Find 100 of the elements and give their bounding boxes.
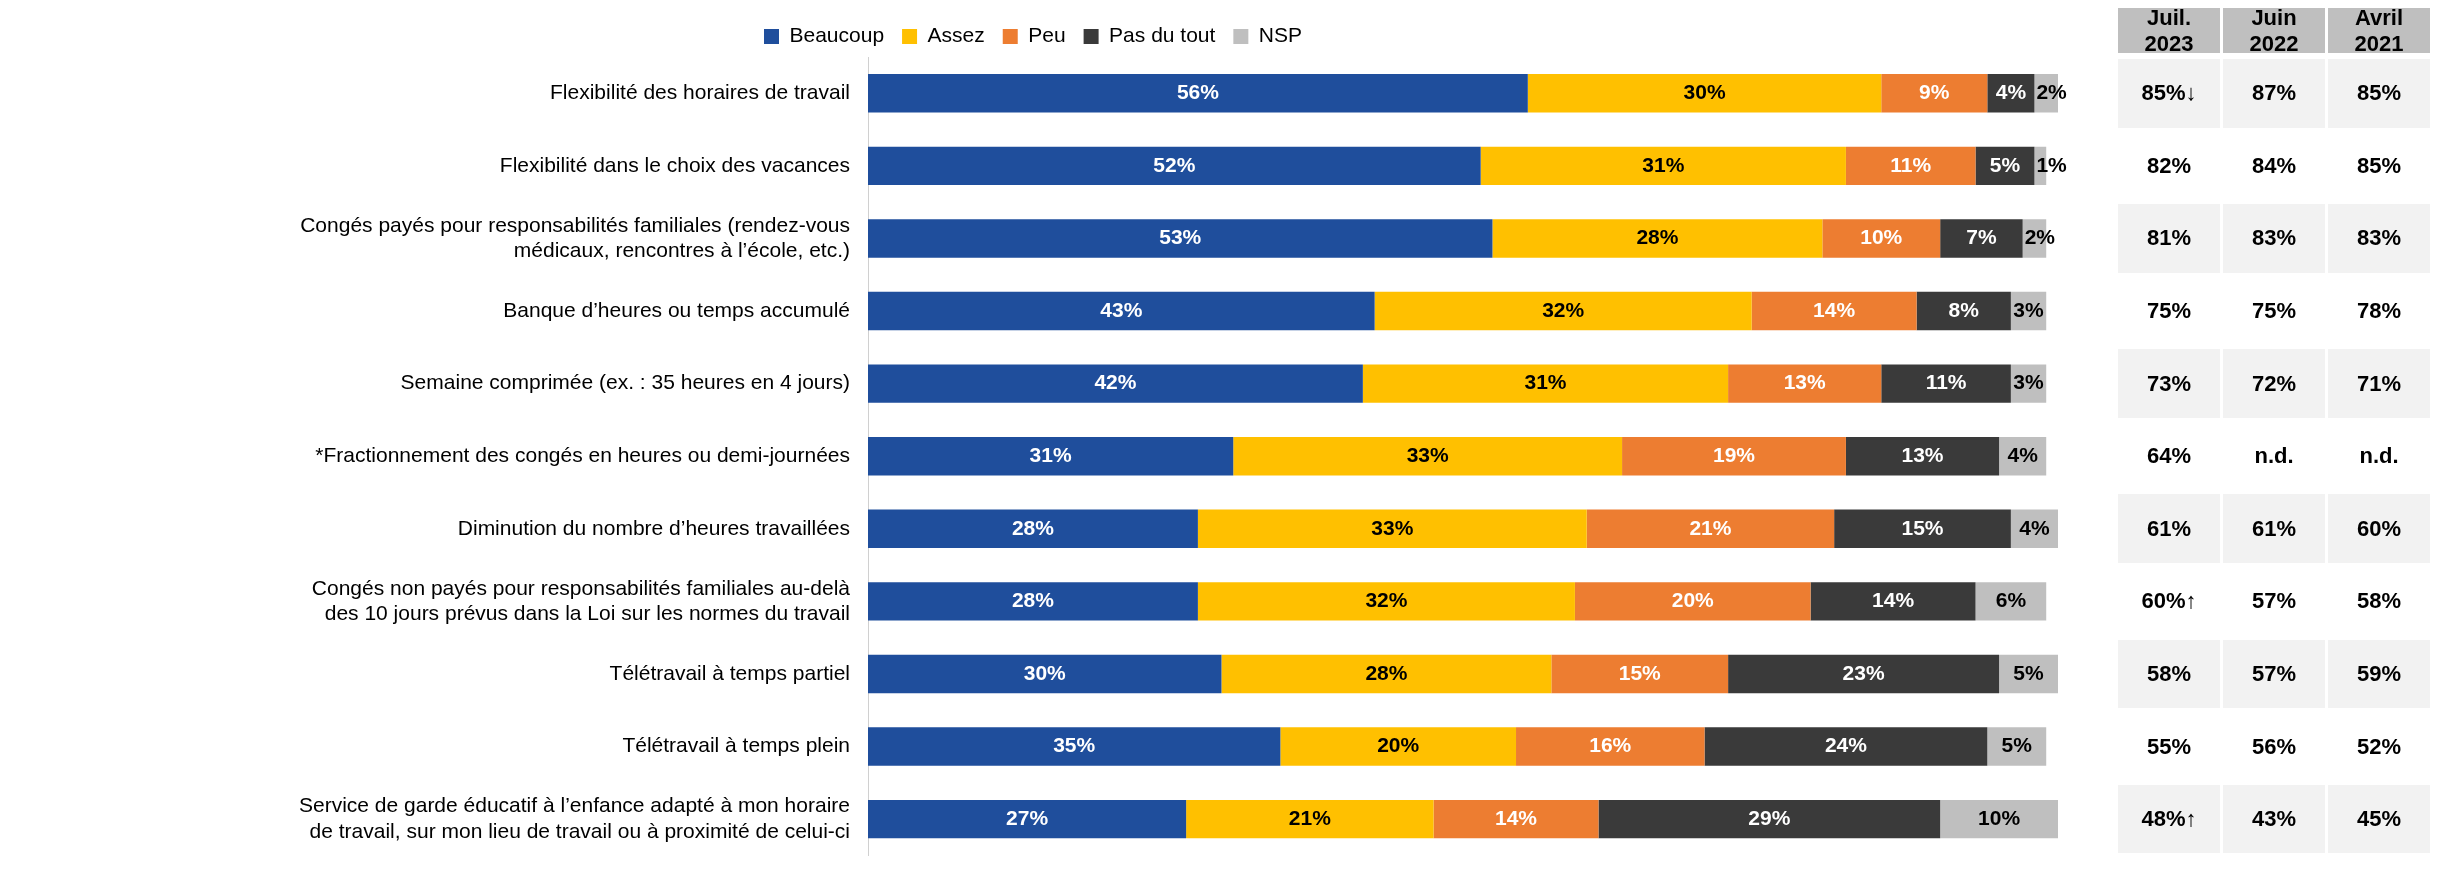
bar [1574, 582, 1811, 621]
data-label: 45% [2328, 784, 2430, 854]
bar [1527, 74, 1882, 113]
data-label: 11% [1890, 152, 1932, 176]
y-tick-label: Service de garde éducatif à l’enfance adapté à mon horaire de travail, sur mon lieu de travail ou à proximité de celui-ci [298, 793, 850, 842]
bar [1975, 582, 2047, 621]
data-label: 33% [1371, 515, 1414, 539]
data-label: 31% [1029, 443, 1072, 466]
data-label: 87% [2223, 59, 2325, 128]
y-tick-label: Télétravail à temps partiel [609, 660, 850, 684]
data-label: 11% [1925, 370, 1967, 394]
y-tick-label: *Fractionnement des congés en heures ou demi-journées [315, 443, 850, 466]
data-label: 14% [1495, 805, 1538, 829]
data-label: 85%↓ [2118, 59, 2220, 128]
bar [1845, 146, 1976, 186]
y-tick-label: Télétravail à temps plein [622, 733, 850, 757]
bar [1362, 364, 1729, 403]
bar [1186, 799, 1434, 839]
data-label: 32% [1365, 588, 1408, 612]
data-label: 15% [1901, 515, 1944, 539]
data-label: 10% [1978, 805, 2021, 829]
bar [1881, 364, 2011, 403]
bar [1940, 799, 2058, 839]
data-label: 9% [1919, 80, 1950, 104]
data-label: 59% [2328, 639, 2430, 709]
bar [1881, 74, 1988, 113]
data-label: 13% [1901, 443, 1944, 466]
data-label: 19% [1712, 443, 1756, 466]
x-tick-label: Avril 2021 [2353, 4, 2405, 56]
data-label: 4% [1995, 80, 2027, 104]
data-label: 29% [1748, 805, 1791, 829]
data-label: 33% [1406, 443, 1449, 466]
data-label: 28% [1365, 660, 1408, 684]
bar [868, 146, 1481, 186]
data-label: 27% [1006, 805, 1049, 829]
x-tick-label: Juin 2022 [2248, 4, 2300, 56]
bar [1916, 291, 2011, 331]
data-label: 57% [2223, 639, 2325, 709]
data-label: 28% [1011, 588, 1055, 612]
data-label: 7% [1966, 225, 1997, 249]
data-label: 56% [1176, 80, 1220, 104]
bar [1197, 582, 1575, 621]
data-label: 52% [1153, 152, 1196, 176]
data-label: 75% [2118, 276, 2220, 346]
bar [1834, 509, 2011, 549]
data-label: 30% [1023, 660, 1067, 684]
bar [868, 509, 1198, 549]
bar [1598, 799, 1941, 839]
bar [1810, 582, 1976, 621]
bar [1280, 727, 1517, 766]
data-label: 30% [1683, 80, 1726, 104]
data-label: 73% [2118, 349, 2220, 418]
data-label: 1% [2036, 152, 2068, 176]
data-label: 28% [1636, 225, 1679, 249]
data-label: 21% [1288, 805, 1332, 829]
bar [868, 291, 1375, 331]
y-tick-label: Banque d’heures ou temps accumulé [503, 297, 850, 321]
y-tick-label: Flexibilité dans le choix des vacances [499, 152, 850, 176]
data-label: 2% [2036, 80, 2068, 104]
bar [868, 74, 1528, 113]
data-label: 82% [2118, 131, 2220, 201]
data-label: 5% [1989, 152, 2021, 176]
data-label: 85% [2328, 59, 2430, 128]
data-label: 20% [1377, 733, 1420, 757]
data-label: 28% [1011, 515, 1055, 539]
data-label: 2% [2024, 225, 2056, 249]
y-tick-label: Congés non payés pour responsabilités familiales au-delà des 10 jours prévus dans la Loi sur les normes du travail [311, 575, 851, 624]
data-label: 58% [2118, 639, 2220, 709]
data-label: 52% [2328, 712, 2430, 781]
data-label: 21% [1689, 515, 1732, 539]
data-label: 60% [2328, 494, 2430, 564]
data-label: 72% [2223, 349, 2325, 418]
data-label: 43% [1100, 297, 1143, 321]
data-label: 13% [1783, 370, 1827, 394]
data-label: 20% [1671, 588, 1715, 612]
bar [868, 654, 1222, 694]
bar [1233, 436, 1623, 476]
bar [1728, 654, 2000, 694]
data-label: 6% [1995, 588, 2027, 612]
bar [868, 799, 1187, 839]
bar [1197, 509, 1587, 549]
bar [1940, 219, 2023, 258]
bar [868, 364, 1363, 403]
bar [868, 727, 1281, 766]
data-label: 71% [2328, 349, 2430, 418]
y-tick-label: Congés payés pour responsabilités familiales (rendez-vous médicaux, rencontres à l’école, etc.) [300, 212, 850, 261]
data-label: 31% [1524, 370, 1567, 394]
bar [1751, 291, 1917, 331]
bar [1704, 727, 1988, 766]
data-label: 75% [2223, 276, 2325, 346]
data-label: 3% [2013, 370, 2045, 394]
data-label: 4% [2019, 515, 2050, 539]
data-label: 81% [2118, 204, 2220, 273]
x-tick-label: Juil. 2023 [2143, 4, 2195, 56]
data-label: 32% [1542, 297, 1585, 321]
bar [1374, 291, 1752, 331]
data-label: 48%↑ [2118, 784, 2220, 854]
data-label: 10% [1860, 225, 1903, 249]
data-label: 8% [1948, 297, 1980, 321]
bar [868, 219, 1493, 258]
